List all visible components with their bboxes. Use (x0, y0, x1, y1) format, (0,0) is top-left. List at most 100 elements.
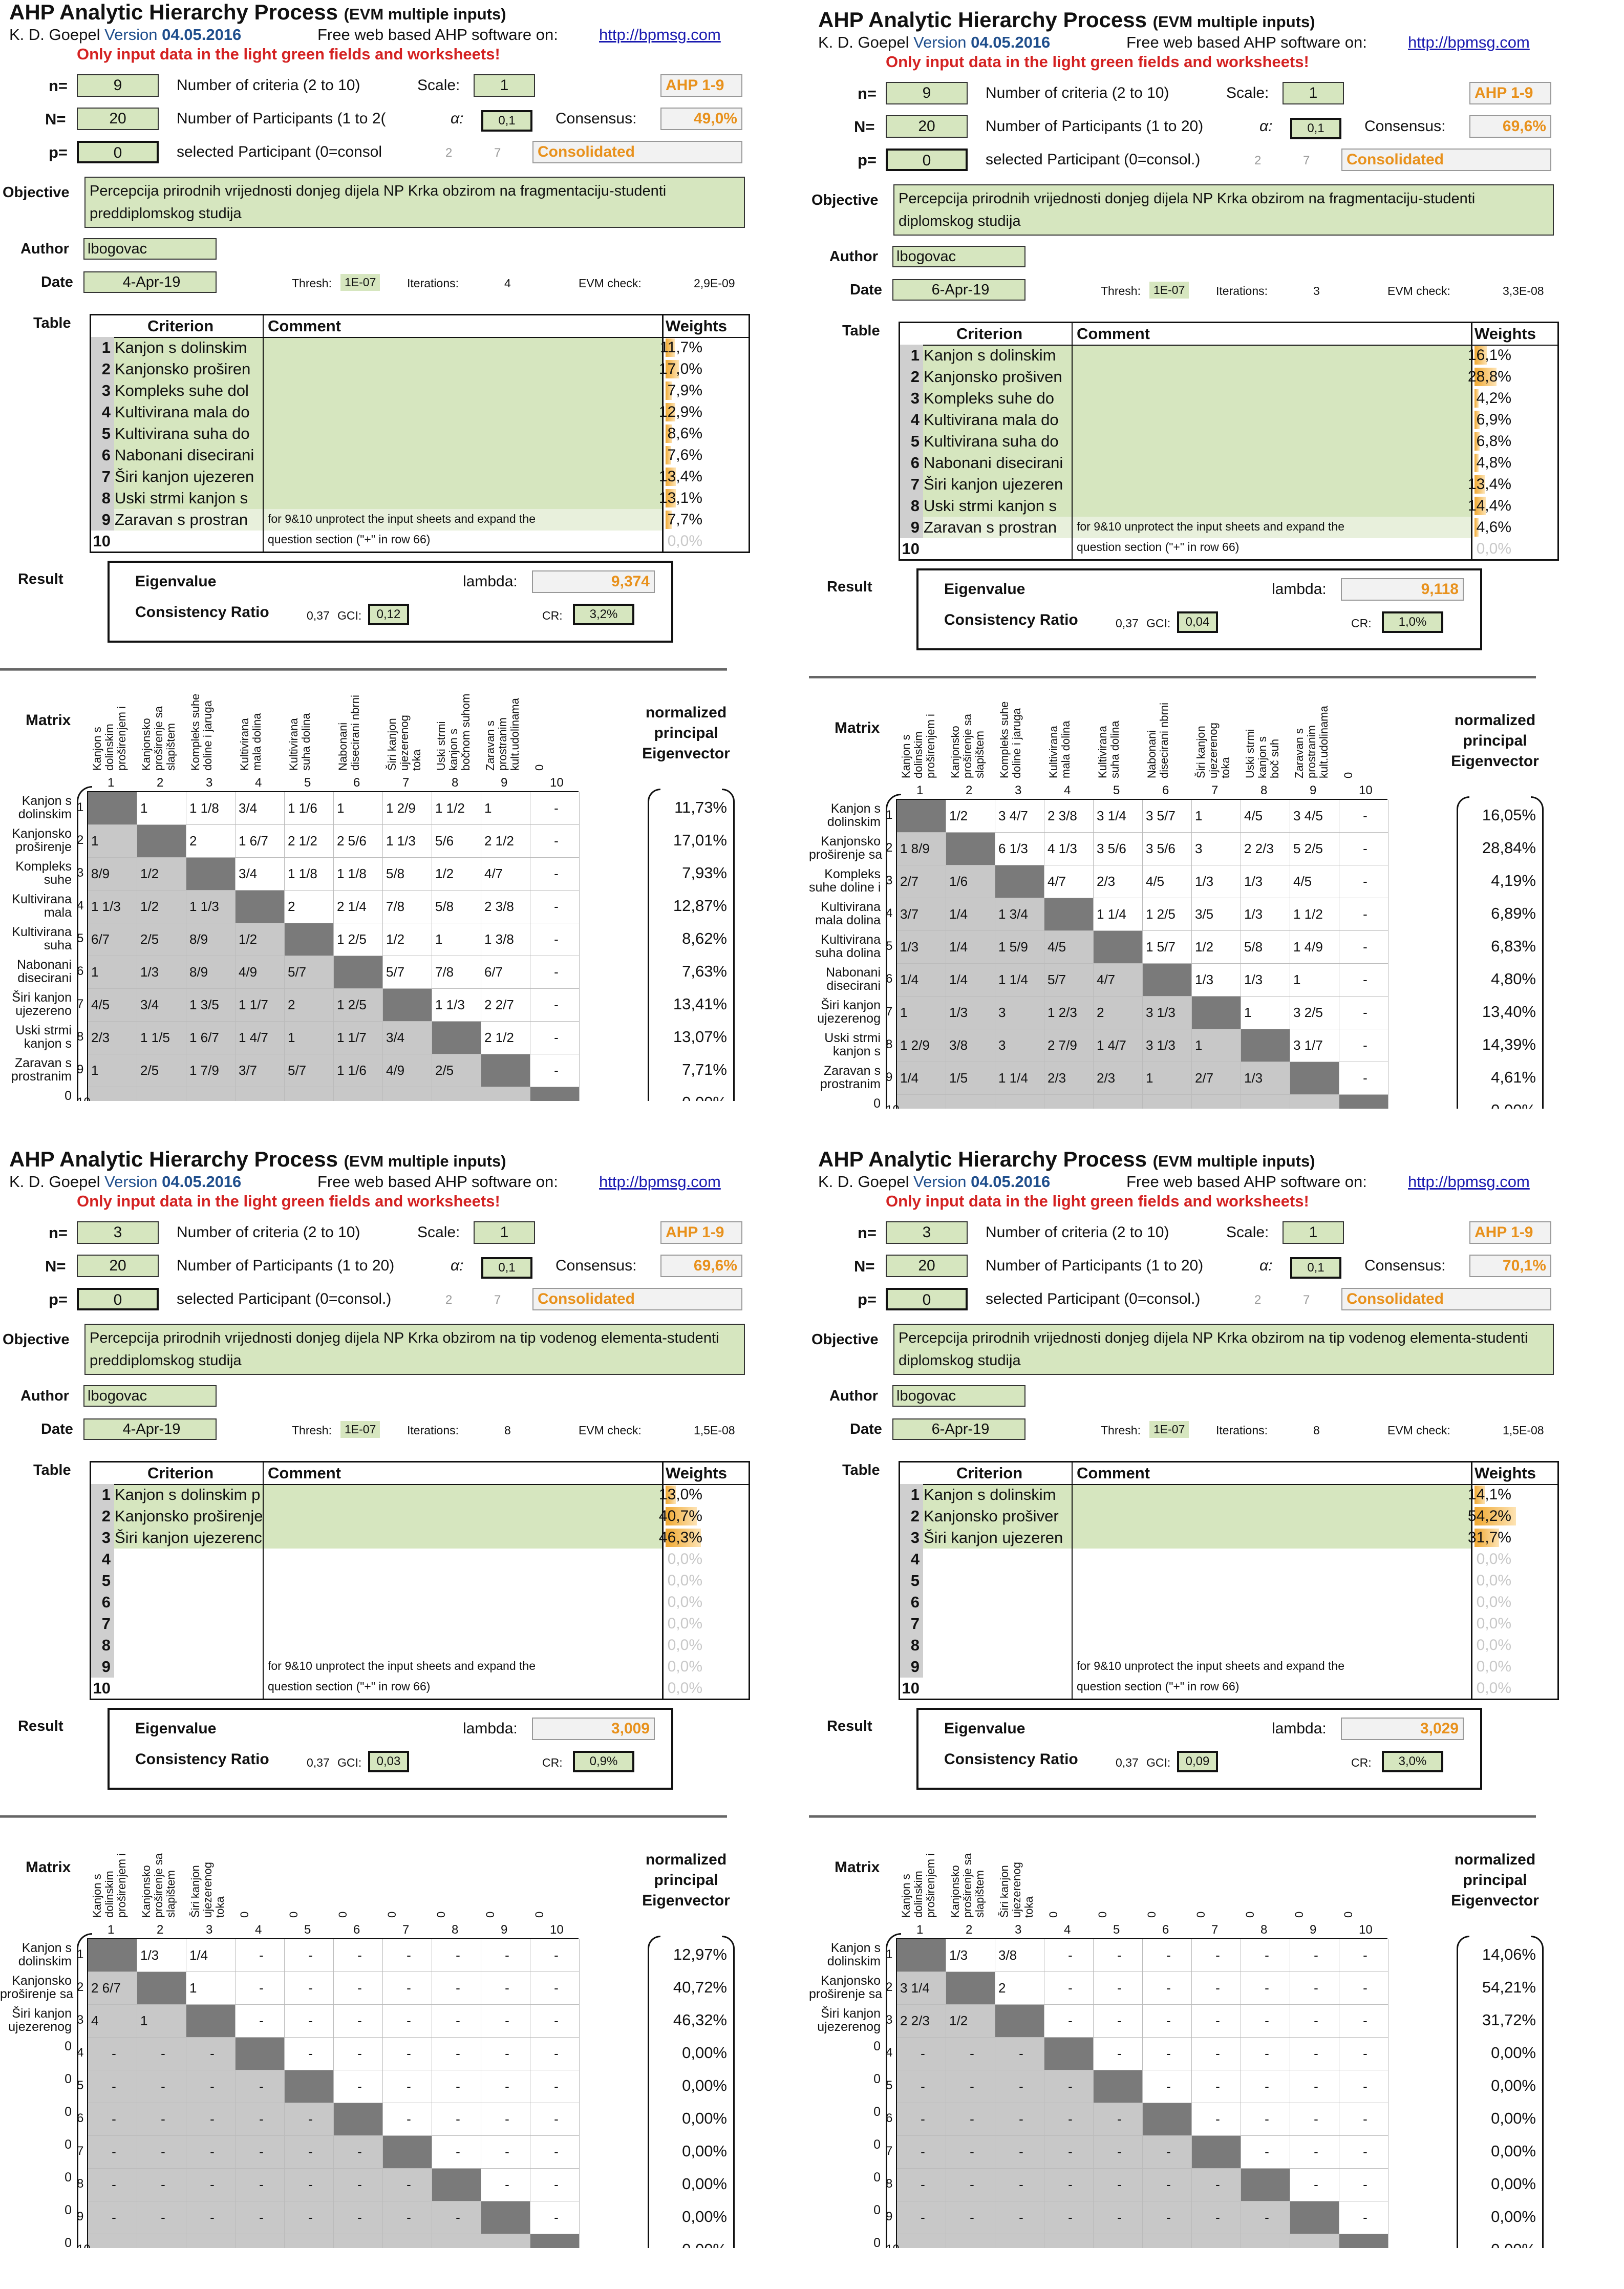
criterion-row[interactable]: 1 Kanjon s dolinskim p (91, 1484, 263, 1506)
alpha-input[interactable]: 0,1 (1290, 1257, 1341, 1279)
matrix-cell[interactable]: - (383, 2005, 432, 2038)
matrix-cell[interactable]: 1 (334, 792, 383, 825)
matrix-cell[interactable]: 2 2/7 (481, 989, 530, 1022)
matrix-cell[interactable]: 3 5/6 (1143, 833, 1192, 865)
matrix-cell[interactable]: 5 2/5 (1290, 833, 1339, 865)
criterion-row[interactable]: 8 (91, 1635, 263, 1656)
matrix-cell[interactable]: 1 1/2 (432, 792, 481, 825)
author-input[interactable]: lbogovac (892, 246, 1025, 267)
matrix-cell[interactable]: - (1192, 1972, 1241, 2005)
date-input[interactable]: 6-Apr-19 (892, 279, 1025, 301)
criterion-name[interactable]: Kanjon s dolinskim (924, 346, 1056, 364)
criterion-name[interactable]: Uski strmi kanjon s (115, 489, 248, 507)
matrix-cell[interactable]: 3 2/5 (1290, 997, 1339, 1029)
matrix-cell[interactable]: - (432, 2103, 481, 2136)
N-input[interactable]: 20 (886, 1255, 968, 1277)
matrix-cell[interactable]: - (1241, 2070, 1290, 2103)
matrix-cell[interactable]: - (1339, 1029, 1388, 1062)
matrix-cell[interactable]: 3/4 (236, 858, 285, 891)
matrix-cell[interactable]: 2 (995, 1972, 1044, 2005)
matrix-cell[interactable]: - (1192, 1939, 1241, 1972)
matrix-cell[interactable]: 1 1/3 (383, 825, 432, 858)
matrix-cell[interactable]: 4/5 (1143, 865, 1192, 898)
criterion-row[interactable]: 10 (91, 531, 263, 552)
matrix-cell[interactable]: 1 6/7 (236, 825, 285, 858)
criterion-row[interactable]: 9 (900, 1656, 1072, 1678)
matrix-cell[interactable]: 1/3 (1241, 898, 1290, 931)
criterion-name[interactable]: Širi kanjon ujezerenc (115, 1529, 262, 1546)
matrix-cell[interactable]: - (383, 2070, 432, 2103)
criterion-row[interactable]: 3 Kompleks suhe do (900, 388, 1072, 409)
matrix-cell[interactable]: - (1241, 2038, 1290, 2070)
p-input[interactable]: 0 (886, 149, 968, 171)
matrix-cell[interactable]: - (1290, 2103, 1339, 2136)
matrix-cell[interactable]: - (1290, 2038, 1339, 2070)
objective-input[interactable]: Percepcija prirodnih vrijednosti donjeg … (84, 177, 745, 228)
matrix-cell[interactable]: - (530, 891, 580, 923)
matrix-cell[interactable]: 2 1/2 (481, 825, 530, 858)
criterion-row[interactable]: 2 Kanjonsko proširen (91, 358, 263, 380)
criterion-name[interactable]: Zaravan s prostran (115, 511, 248, 528)
criterion-name[interactable]: Širi kanjon ujezeren (924, 1529, 1063, 1546)
matrix-cell[interactable]: 1 1/6 (285, 792, 334, 825)
matrix-cell[interactable]: 1 1/3 (432, 989, 481, 1022)
matrix-cell[interactable]: 7/8 (432, 956, 481, 989)
scale-input[interactable]: 1 (1283, 82, 1344, 104)
matrix-cell[interactable]: - (383, 2103, 432, 2136)
matrix-cell[interactable]: - (1339, 1972, 1388, 2005)
alpha-input[interactable]: 0,1 (1290, 118, 1341, 139)
matrix-cell[interactable]: - (1339, 2169, 1388, 2201)
n-input[interactable]: 9 (886, 82, 968, 104)
matrix-cell[interactable]: 1 2/5 (334, 923, 383, 956)
matrix-cell[interactable]: 5/8 (383, 858, 432, 891)
scale-input[interactable]: 1 (474, 74, 535, 97)
criterion-row[interactable]: 4 (91, 1549, 263, 1570)
criterion-name[interactable]: Kultivirana mala do (924, 411, 1059, 429)
author-input[interactable]: lbogovac (83, 1385, 217, 1407)
matrix-cell[interactable]: 1 2/5 (1143, 898, 1192, 931)
criterion-row[interactable]: 5 Kultivirana suha do (900, 431, 1072, 452)
matrix-cell[interactable]: - (1143, 2070, 1192, 2103)
matrix-cell[interactable]: 7/8 (383, 891, 432, 923)
matrix-cell[interactable]: 1/3 (1192, 865, 1241, 898)
author-input[interactable]: lbogovac (892, 1385, 1025, 1407)
criterion-row[interactable]: 9 (91, 1656, 263, 1678)
scale-input[interactable]: 1 (1283, 1221, 1344, 1244)
matrix-cell[interactable]: - (481, 2005, 530, 2038)
matrix-cell[interactable]: - (1241, 2103, 1290, 2136)
matrix-cell[interactable]: - (285, 2005, 334, 2038)
matrix-cell[interactable]: - (1339, 997, 1388, 1029)
matrix-cell[interactable]: 6/7 (481, 956, 530, 989)
alpha-input[interactable]: 0,1 (481, 110, 532, 132)
p-input[interactable]: 0 (886, 1288, 968, 1310)
criterion-row[interactable]: 7 (91, 1613, 263, 1635)
matrix-cell[interactable]: 3 1/7 (1290, 1029, 1339, 1062)
matrix-cell[interactable]: 1 (432, 923, 481, 956)
matrix-cell[interactable]: 3/8 (995, 1939, 1044, 1972)
matrix-cell[interactable]: 1 1/8 (186, 792, 236, 825)
matrix-cell[interactable]: - (1241, 1972, 1290, 2005)
p-input[interactable]: 0 (77, 1288, 159, 1310)
matrix-cell[interactable]: - (530, 2201, 580, 2234)
matrix-cell[interactable]: - (481, 2038, 530, 2070)
matrix-cell[interactable]: 4/7 (481, 858, 530, 891)
matrix-cell[interactable]: 2 (285, 891, 334, 923)
matrix-cell[interactable]: - (1094, 1939, 1143, 1972)
criterion-row[interactable]: 5 Kultivirana suha do (91, 423, 263, 444)
objective-input[interactable]: Percepcija prirodnih vrijednosti donjeg … (84, 1324, 745, 1375)
matrix-cell[interactable]: - (530, 923, 580, 956)
criterion-name[interactable]: Kompleks suhe dol (115, 382, 249, 399)
criterion-row[interactable]: 6 (91, 1592, 263, 1613)
matrix-cell[interactable]: - (1290, 2070, 1339, 2103)
matrix-cell[interactable]: 3/4 (236, 792, 285, 825)
matrix-cell[interactable]: - (1241, 2005, 1290, 2038)
matrix-cell[interactable]: - (1339, 964, 1388, 997)
criterion-name[interactable]: Kanjonsko proširen (115, 360, 251, 378)
matrix-cell[interactable]: 1/3 (946, 1939, 995, 1972)
matrix-cell[interactable]: - (1339, 2070, 1388, 2103)
matrix-cell[interactable]: 1/3 (1241, 865, 1290, 898)
matrix-cell[interactable]: 5/6 (432, 825, 481, 858)
N-input[interactable]: 20 (77, 1255, 159, 1277)
matrix-cell[interactable]: 1 (1241, 997, 1290, 1029)
matrix-cell[interactable]: 1 1/2 (1290, 898, 1339, 931)
